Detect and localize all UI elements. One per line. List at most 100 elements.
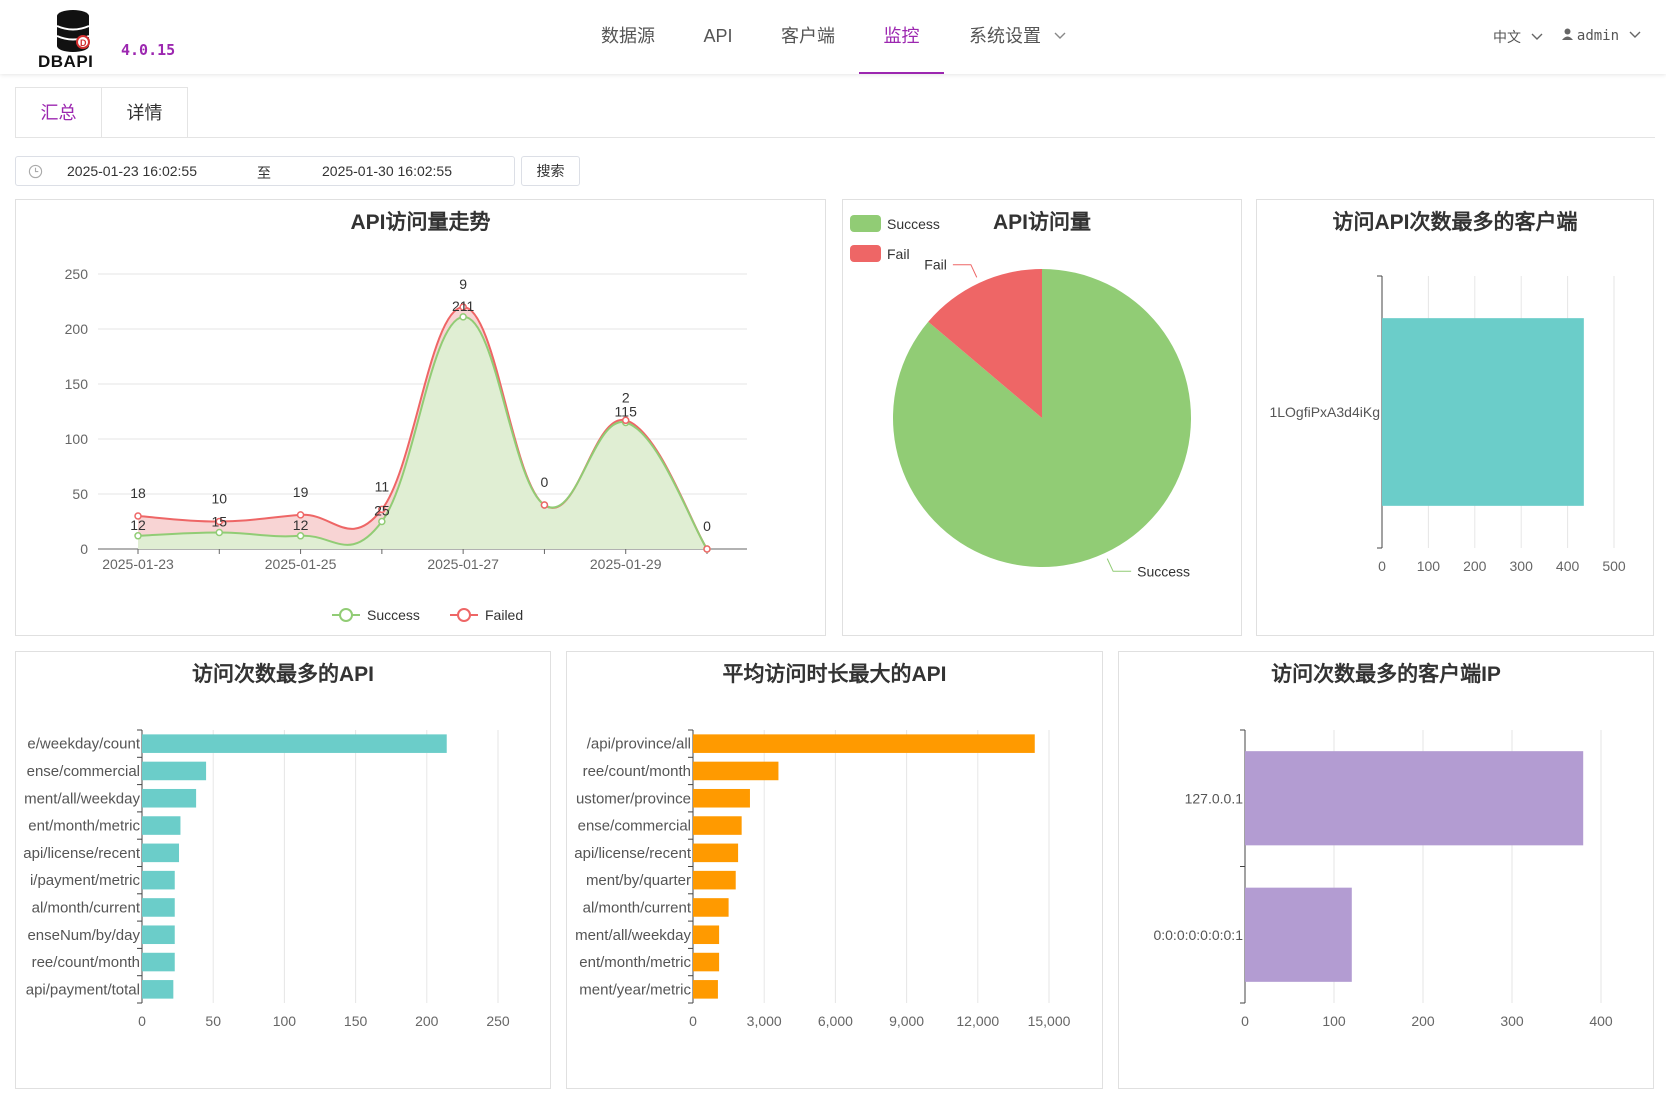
language-select[interactable]: 中文: [1493, 27, 1543, 47]
logo-text: DBAPI: [38, 52, 94, 71]
tab-divider: [15, 137, 1655, 138]
success-point: [296, 532, 305, 540]
failed-data-label: 2: [622, 389, 630, 405]
bar: [142, 952, 175, 972]
bar: [1382, 318, 1584, 506]
panel-top-client: 访问API次数最多的客户端 0 100 200 300 400 500 1LOgfiPxA3…: [1256, 199, 1654, 636]
y-category-label: ustomer/province: [576, 790, 691, 807]
y-category-label: ment/year/metric: [579, 981, 691, 998]
pie-slice-label: Fail: [924, 257, 947, 273]
nav-system-settings[interactable]: 系统设置: [969, 26, 1041, 46]
chart-title: 访问API次数最多的客户端: [1332, 211, 1578, 234]
tab-detail[interactable]: 详情: [101, 87, 188, 137]
nav-api[interactable]: API: [703, 26, 733, 46]
nav-datasource[interactable]: 数据源: [601, 26, 655, 46]
chart-title: API访问量走势: [350, 211, 491, 234]
x-tick-label: 50: [205, 1013, 221, 1029]
x-tick-label: 100: [273, 1013, 297, 1029]
failed-point: [296, 511, 305, 519]
end-date-input[interactable]: 2025-01-30 16:02:55: [322, 163, 452, 179]
failed-point: [378, 505, 386, 514]
y-category-label: api/license/recent: [574, 845, 692, 862]
chevron-down-icon: [1629, 31, 1641, 38]
x-tick-label: 0: [1241, 1013, 1249, 1029]
x-tick-label: 9,000: [889, 1013, 924, 1029]
x-tick-label: 300: [1500, 1013, 1524, 1029]
bar: [142, 898, 175, 917]
x-tick-label: 200: [1411, 1013, 1435, 1029]
y-category-label: ree/count/month: [32, 954, 140, 971]
legend-swatch: [850, 215, 881, 232]
top-navbar: D DBAPI 4.0.15 数据源 API 客户端 监控 系统设置 中文 ad…: [0, 0, 1666, 74]
bar: [142, 734, 447, 753]
bar: [142, 843, 180, 863]
failed-point: [540, 501, 549, 509]
x-tick-label: 2025-01-29: [590, 556, 662, 572]
x-tick-label: 150: [344, 1013, 368, 1029]
legend-failed-marker: [457, 608, 471, 622]
x-tick-label: 0: [1378, 558, 1386, 574]
date-range-picker[interactable]: 2025-01-23 16:02:55 至 2025-01-30 16:02:5…: [15, 156, 515, 186]
y-category-label: ent/month/metric: [579, 954, 691, 971]
success-point: [215, 528, 224, 537]
bar: [693, 734, 1035, 753]
failed-data-label: 9: [459, 276, 467, 292]
success-point: [459, 313, 467, 321]
top-client-bar-chart: 0 100 200 300 400 500 1LOgfiPxA3d4iKg: [1269, 275, 1626, 574]
user-name: admin: [1576, 28, 1620, 44]
pie-slice-label: Success: [1137, 563, 1190, 579]
x-tick-label: 2025-01-25: [265, 556, 337, 572]
start-date-input[interactable]: 2025-01-23 16:02:55: [67, 163, 197, 179]
y-tick-label: 250: [65, 266, 89, 282]
panel-api-trend: API访问量走势 0 50 100 150 200 250 2025-01-23 2025-0…: [15, 199, 826, 636]
y-tick-label: 0: [80, 541, 88, 557]
failed-data-label: 19: [293, 484, 309, 500]
legend-label: Fail: [887, 246, 910, 262]
clock-icon: [28, 164, 43, 179]
user-icon: [1562, 28, 1573, 40]
y-category-label: api/payment/total: [26, 981, 140, 998]
user-menu[interactable]: admin: [1562, 27, 1641, 44]
tab-summary[interactable]: 汇总: [15, 87, 102, 137]
x-tick-label: 15,000: [1028, 1013, 1071, 1029]
success-point: [378, 517, 386, 526]
bar: [693, 952, 720, 972]
y-category-label: 127.0.0.1: [1185, 790, 1244, 806]
bar: [142, 980, 174, 999]
x-tick-label: 0: [138, 1013, 146, 1029]
legend-label: Success: [887, 216, 940, 232]
success-data-label: 12: [293, 517, 309, 533]
date-separator: 至: [257, 165, 271, 181]
legend-failed-label: Failed: [485, 607, 523, 623]
x-tick-label: 250: [486, 1013, 510, 1029]
failed-data-label: 18: [130, 485, 146, 501]
y-tick-label: 100: [65, 431, 89, 447]
failed-point: [134, 512, 142, 520]
panel-top-ip: 访问次数最多的客户端IP 0 100 200 300 400 127.0.0.1 0:0:0…: [1118, 651, 1654, 1089]
nav-monitor[interactable]: 监控: [859, 0, 944, 74]
success-area: [138, 316, 707, 549]
failed-point: [215, 517, 224, 526]
x-tick-label: 200: [415, 1013, 439, 1029]
success-data-label: 115: [615, 403, 638, 419]
x-tick-label: 300: [1510, 558, 1534, 574]
y-category-label: ment/by/quarter: [586, 872, 691, 889]
search-button[interactable]: 搜索: [521, 156, 580, 186]
panel-slow-api: 平均访问时长最大的API 0 3,000 6,000 9,000 12,000 15,00…: [566, 651, 1103, 1089]
success-data-label: 15: [211, 514, 227, 530]
x-tick-label: 400: [1589, 1013, 1613, 1029]
pie-label-line: [952, 264, 978, 278]
failed-data-label: 0: [541, 474, 549, 490]
bar: [142, 816, 181, 835]
nav-client[interactable]: 客户端: [781, 26, 835, 46]
database-logo-icon: D: [56, 10, 90, 52]
x-tick-label: 500: [1602, 558, 1626, 574]
bar: [693, 925, 720, 945]
panel-top-api: 访问次数最多的API 0 50 100 150 200 250 e/weekday/coun…: [15, 651, 551, 1089]
y-category-label: al/month/current: [583, 899, 692, 916]
success-data-label: 211: [452, 298, 475, 314]
x-tick-label: 100: [1322, 1013, 1346, 1029]
pie-label-line: [1106, 558, 1132, 572]
slow-api-bar-chart: 0 3,000 6,000 9,000 12,000 15,000/api/provinc…: [574, 729, 1071, 1029]
x-tick-label: 2025-01-27: [427, 556, 499, 572]
